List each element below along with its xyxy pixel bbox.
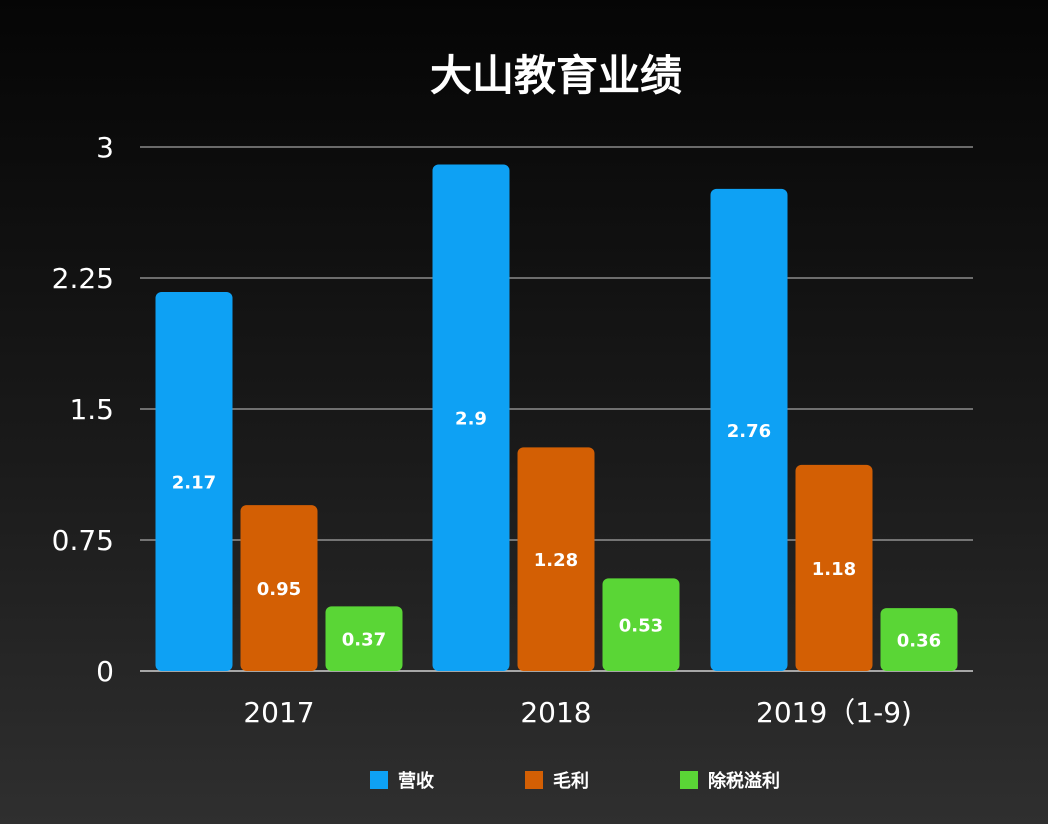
y-tick-label: 2.25 [52, 262, 114, 295]
y-tick-label: 0 [96, 655, 114, 688]
bar-value-label: 1.28 [534, 550, 578, 571]
bar-value-label: 2.17 [172, 472, 216, 493]
bar-value-label: 0.36 [897, 631, 941, 652]
bar-value-label: 0.53 [619, 616, 663, 637]
bar-营收-2019（1-9) [710, 188, 788, 672]
x-tick-label: 2018 [520, 696, 591, 729]
y-axis-ticks: 0 0.75 1.5 2.25 3 [52, 131, 114, 688]
bar-毛利-2019（1-9) [795, 464, 873, 671]
y-tick-label: 3 [96, 131, 114, 164]
x-tick-label: 2019（1-9) [756, 696, 912, 729]
bar-除税溢利-2018 [602, 578, 680, 671]
legend-swatch [370, 771, 388, 789]
bars: 2.17 0.95 0.37 2.9 1.28 0.53 2.76 1.18 0.36 [155, 164, 958, 672]
legend-item: 除税溢利 [680, 770, 780, 792]
legend: 营收 毛利 除税溢利 [370, 770, 780, 792]
bar-value-label: 0.95 [257, 579, 301, 600]
legend-swatch [680, 771, 698, 789]
legend-item: 毛利 [525, 770, 589, 792]
bar-营收-2017 [155, 291, 233, 671]
y-tick-label: 1.5 [69, 393, 114, 426]
bar-毛利-2017 [240, 505, 318, 671]
legend-swatch [525, 771, 543, 789]
bar-除税溢利-2017 [325, 606, 403, 671]
bar-营收-2018 [432, 164, 510, 671]
chart-title: 大山教育业绩 [430, 51, 682, 100]
legend-label: 营收 [398, 770, 434, 792]
legend-item: 营收 [370, 770, 434, 792]
bar-value-label: 0.37 [342, 630, 386, 651]
y-tick-label: 0.75 [52, 524, 114, 557]
x-axis-ticks: 2017 2018 2019（1-9) [243, 696, 912, 729]
bar-value-label: 1.18 [812, 559, 856, 580]
x-tick-label: 2017 [243, 696, 314, 729]
bar-value-label: 2.76 [727, 421, 771, 442]
bar-value-label: 2.9 [455, 409, 487, 430]
bar-除税溢利-2019（1-9) [880, 608, 958, 671]
legend-label: 毛利 [553, 770, 589, 792]
bar-毛利-2018 [517, 447, 595, 671]
legend-label: 除税溢利 [708, 770, 780, 792]
